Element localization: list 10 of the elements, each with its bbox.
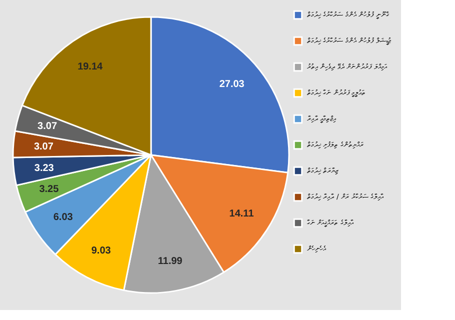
data-label: 11.99 — [158, 256, 183, 267]
data-label: 3.25 — [39, 184, 60, 196]
data-label: 3.23 — [34, 162, 54, 174]
data-label: 19.14 — [78, 61, 104, 72]
data-label: 9.03 — [91, 245, 112, 256]
data-label: 3.07 — [38, 121, 58, 132]
data-label: 27.03 — [219, 78, 245, 90]
data-label: 6.03 — [53, 212, 74, 224]
data-label: 3.07 — [34, 142, 54, 153]
data-label: 14.11 — [229, 208, 254, 220]
